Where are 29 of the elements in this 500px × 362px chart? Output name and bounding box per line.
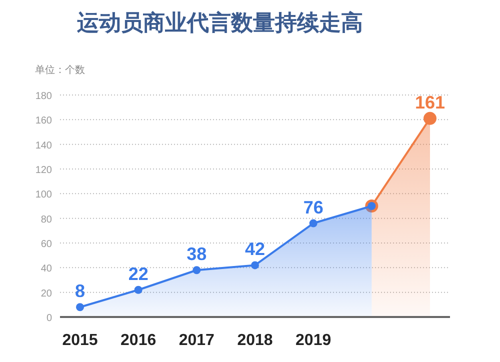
point <box>76 303 84 312</box>
y-tick-label: 160 <box>35 116 52 127</box>
point <box>309 219 318 228</box>
y-tick-label: 100 <box>35 190 52 201</box>
x-tick-label: 2016 <box>120 332 156 349</box>
chart-title: 运动员商业代言数量持续走高 <box>76 10 363 36</box>
data-label: 38 <box>186 244 207 264</box>
y-tick-label: 120 <box>35 165 52 176</box>
y-tick-label: 60 <box>40 239 52 250</box>
data-label: 22 <box>128 264 148 284</box>
x-tick-label: 2018 <box>237 332 273 349</box>
y-tick-label: 0 <box>46 313 52 324</box>
x-tick-label: 2019 <box>296 332 332 349</box>
point <box>192 266 201 274</box>
point <box>424 112 436 125</box>
y-tick-label: 40 <box>40 264 52 275</box>
point <box>251 261 259 270</box>
y-axis-title: 单位：个数 <box>35 64 85 76</box>
y-tick-label: 180 <box>35 91 52 102</box>
y-tick-label: 140 <box>35 140 52 152</box>
x-tick-label: 2015 <box>62 332 98 349</box>
y-tick-label: 80 <box>40 214 52 226</box>
data-label: 42 <box>244 239 266 260</box>
x-tick-label: 2017 <box>178 332 215 349</box>
y-tick-label: 20 <box>40 288 52 300</box>
data-label: 161 <box>414 92 446 112</box>
data-label: 76 <box>303 197 324 218</box>
point <box>134 286 142 294</box>
data-label: 8 <box>74 281 86 302</box>
